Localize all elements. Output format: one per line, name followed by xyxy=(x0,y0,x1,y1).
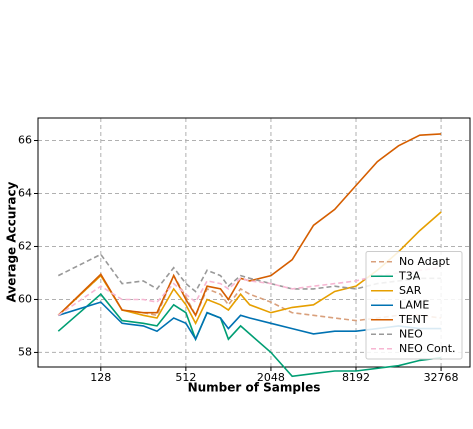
y-tick-label: 58 xyxy=(18,345,32,358)
y-axis-title: Average Accuracy xyxy=(5,181,19,302)
legend-label: SAR xyxy=(399,284,422,297)
plot-frame xyxy=(37,117,471,368)
legend-label: LAME xyxy=(399,298,429,311)
y-tick-label: 62 xyxy=(18,239,32,252)
legend-label: No Adapt xyxy=(399,255,450,268)
series-line xyxy=(57,293,442,378)
x-tick-label: 512 xyxy=(175,371,196,384)
y-tick-label: 66 xyxy=(18,134,32,147)
y-tick-label: 64 xyxy=(18,186,32,199)
legend-label: T3A xyxy=(398,269,421,282)
legend-box xyxy=(365,251,463,360)
x-tick-label: 128 xyxy=(90,371,111,384)
legend-label: NEO Cont. xyxy=(399,342,456,355)
series-line xyxy=(57,133,442,318)
x-axis-title: Number of Samples xyxy=(188,381,321,395)
y-tick-label: 60 xyxy=(18,292,32,305)
x-tick-label: 32768 xyxy=(424,371,459,384)
x-tick-label: 8192 xyxy=(342,371,370,384)
legend-label: NEO xyxy=(399,327,423,340)
x-tick-label: 2048 xyxy=(257,371,285,384)
series-line xyxy=(57,273,442,322)
legend-label: TENT xyxy=(398,313,428,326)
